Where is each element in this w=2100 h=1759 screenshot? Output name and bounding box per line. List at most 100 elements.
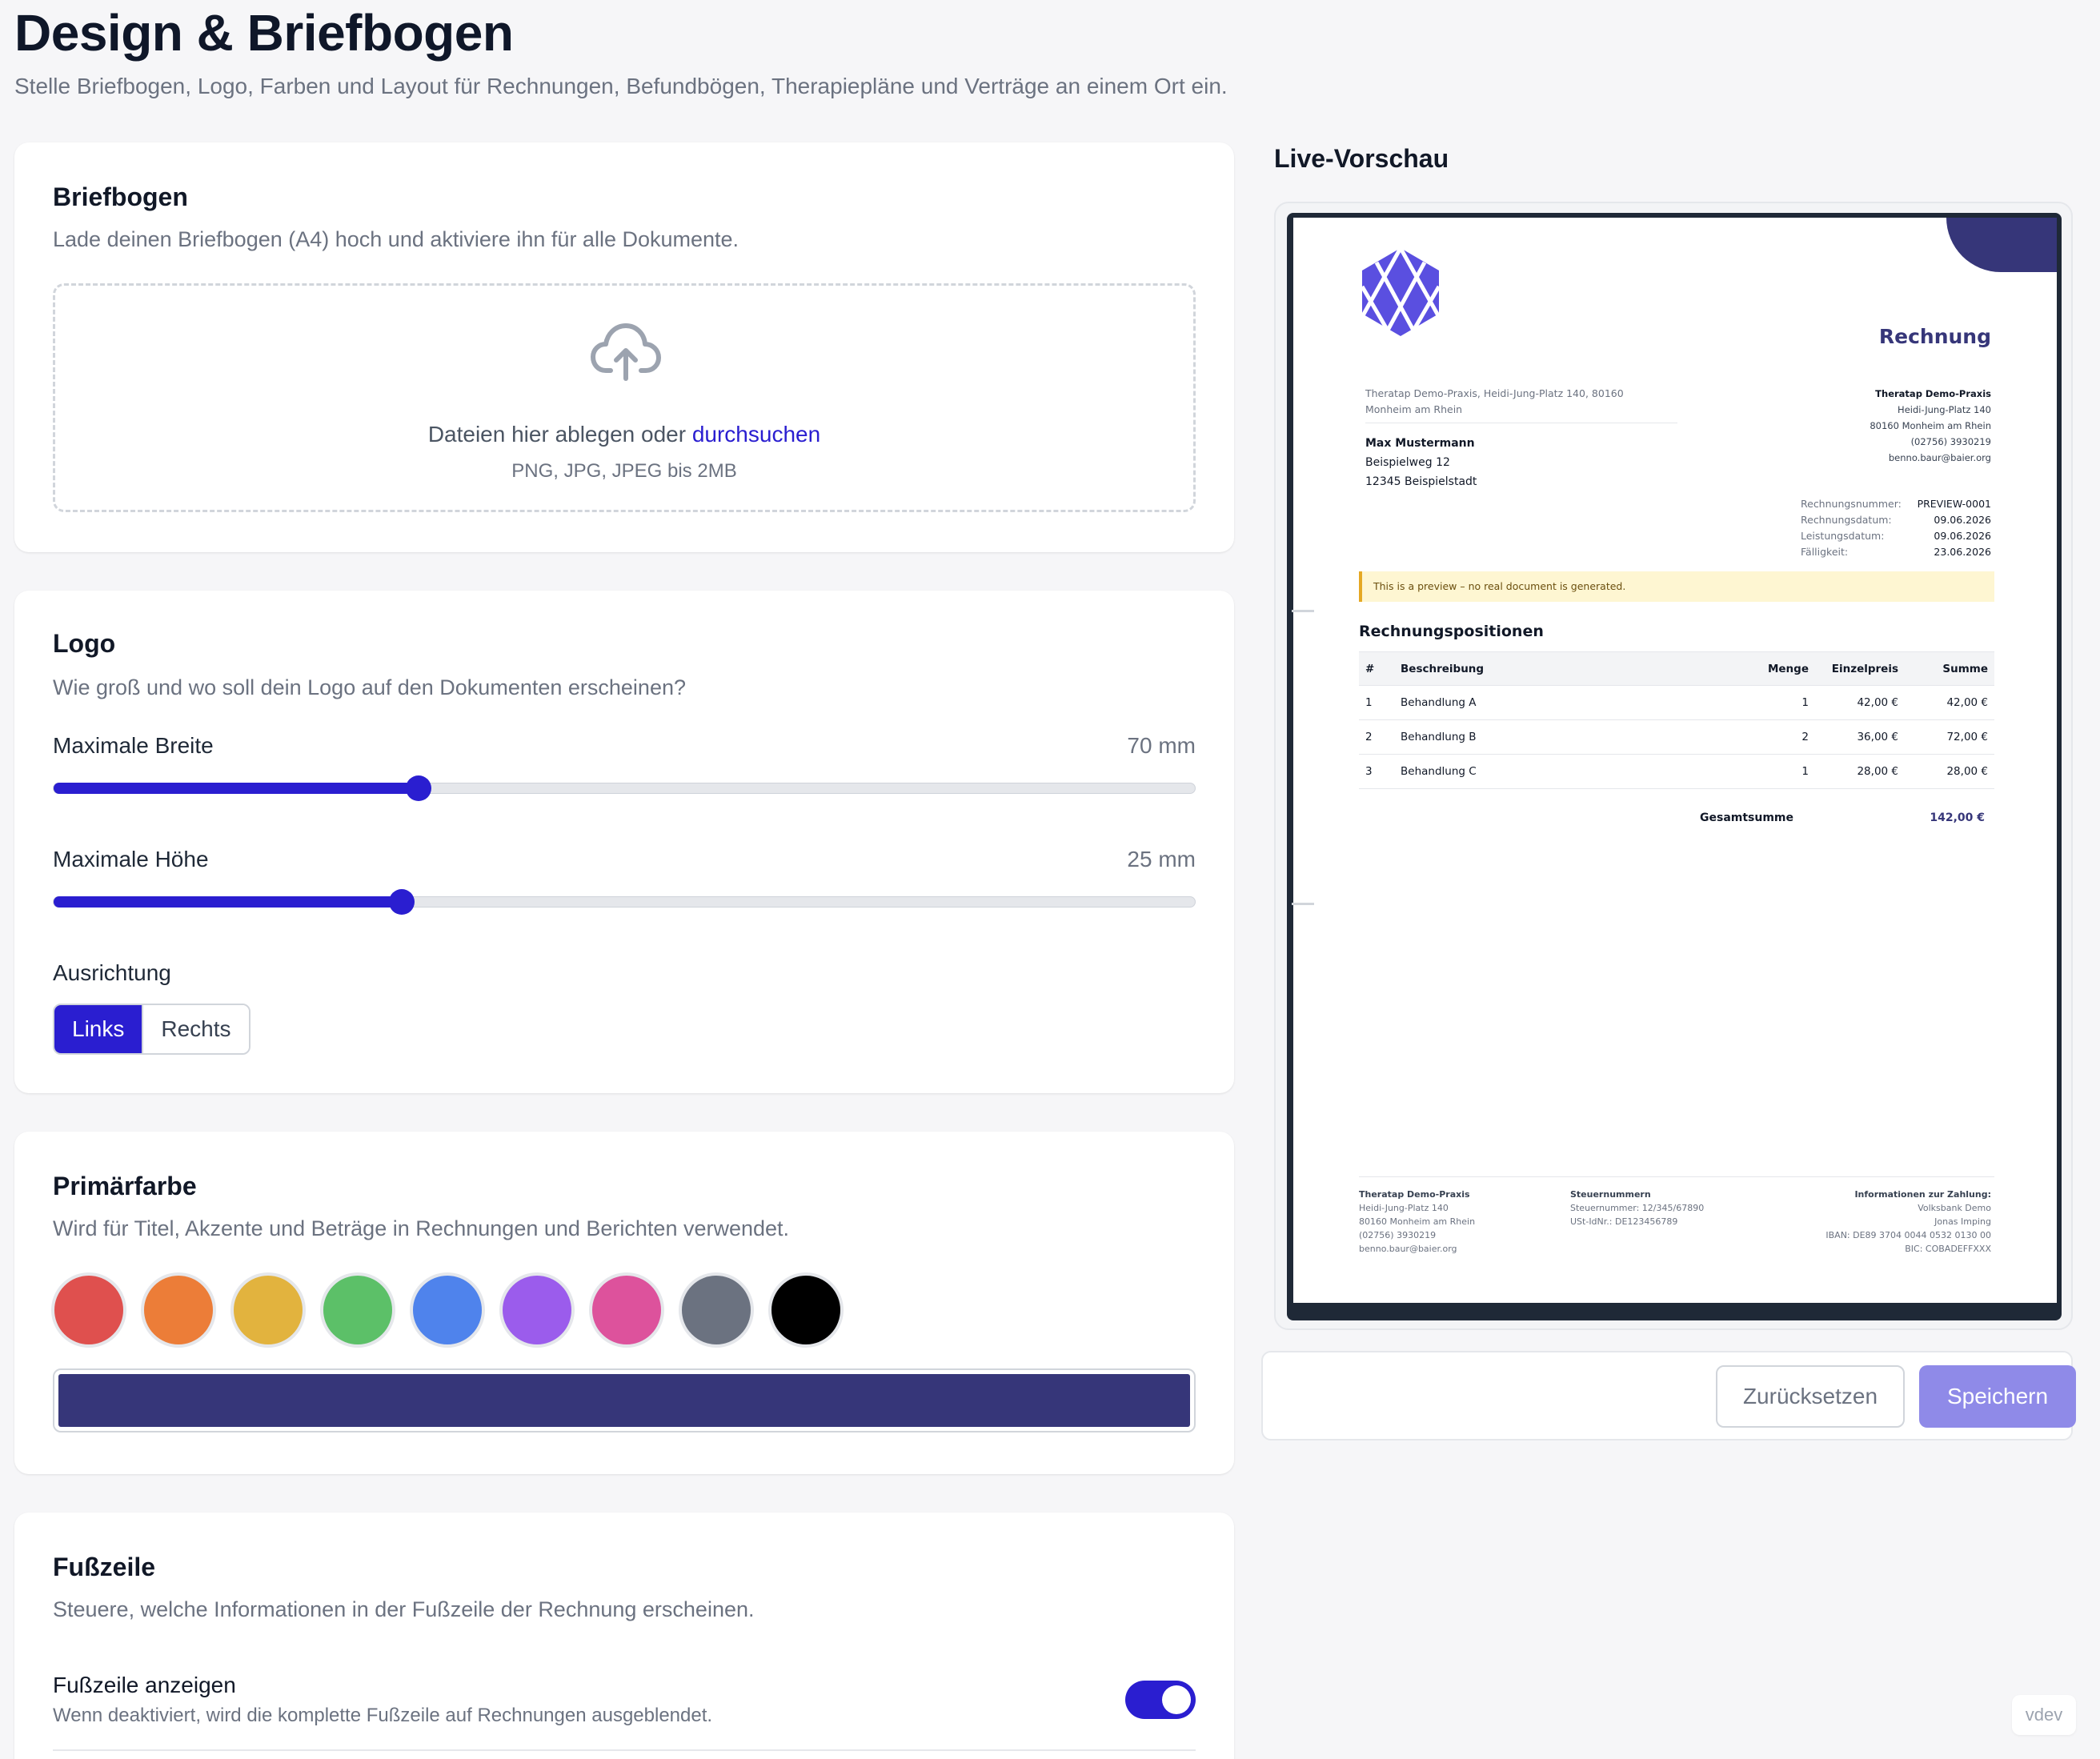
sender-line-2: Monheim am Rhein <box>1365 403 1463 415</box>
invoice-meta: Rechnungsnummer: PREVIEW-0001 Rechnungsda… <box>1801 496 1991 560</box>
footer-title: Fußzeile <box>53 1553 156 1581</box>
total-label: Gesamtsumme <box>1700 811 1794 824</box>
primary-color-description: Wird für Titel, Akzente und Beträge in R… <box>53 1216 790 1240</box>
color-swatch[interactable] <box>410 1272 485 1348</box>
footer-line: Jonas Imping <box>1934 1216 1991 1227</box>
alignment-label: Ausrichtung <box>53 960 171 985</box>
footer-heading: Theratap Demo-Praxis <box>1359 1189 1470 1200</box>
save-button[interactable]: Speichern <box>1919 1365 2076 1428</box>
dropzone-hint: PNG, JPG, JPEG bis 2MB <box>511 460 737 482</box>
table-cell: Behandlung C <box>1394 754 1751 789</box>
footer-line: Heidi-Jung-Platz 140 <box>1359 1203 1449 1213</box>
file-dropzone[interactable]: Dateien hier ablegen oder durchsuchen PN… <box>53 283 1196 512</box>
color-swatch[interactable] <box>141 1272 216 1348</box>
table-cell: 42,00 € <box>1905 685 1994 720</box>
footer-toggle-label: Fußzeile anzeigen <box>53 1673 236 1697</box>
table-row: 3 Behandlung C 1 28,00 € 28,00 € <box>1359 754 1994 789</box>
max-height-slider[interactable] <box>53 889 1196 915</box>
col-header: Summe <box>1905 651 1994 686</box>
color-picker-input[interactable] <box>53 1368 1196 1432</box>
meta-value: PREVIEW-0001 <box>1917 498 1991 510</box>
slider-thumb[interactable] <box>406 775 432 801</box>
table-cell: 1 <box>1751 754 1815 789</box>
logo-title: Logo <box>53 629 116 658</box>
preview-notice: This is a preview – no real document is … <box>1359 571 1994 602</box>
max-width-label: Maximale Breite <box>53 733 214 758</box>
primary-color-title: Primärfarbe <box>53 1172 197 1200</box>
reset-button[interactable]: Zurücksetzen <box>1716 1365 1905 1428</box>
meta-row: Fälligkeit: 23.06.2026 <box>1801 544 1991 560</box>
table-cell: 28,00 € <box>1905 754 1994 789</box>
col-header: Einzelpreis <box>1815 651 1905 686</box>
sender-line-1: Theratap Demo-Praxis, Heidi-Jung-Platz 1… <box>1365 387 1624 399</box>
align-left-button[interactable]: Links <box>54 1005 142 1053</box>
table-cell: Behandlung B <box>1394 719 1751 755</box>
briefbogen-description: Lade deinen Briefbogen (A4) hoch und akt… <box>53 227 739 251</box>
footer-toggle-description: Wenn deaktiviert, wird die komplette Fuß… <box>53 1705 713 1726</box>
divider <box>53 1749 1196 1751</box>
doc-footer-payment: Informationen zur Zahlung: Volksbank Dem… <box>1825 1188 1991 1256</box>
preview-title: Live-Vorschau <box>1274 144 1449 173</box>
document-frame: Rechnung Theratap Demo-Praxis, Heidi-Jun… <box>1287 213 2062 1320</box>
table-row: 1 Behandlung A 1 42,00 € 42,00 € <box>1359 685 1994 720</box>
browse-link[interactable]: durchsuchen <box>691 422 821 447</box>
footer-line: Steuernummer: 12/345/67890 <box>1570 1203 1705 1213</box>
action-bar: Zurücksetzen Speichern <box>1261 1351 2076 1440</box>
preview-frame: Rechnung Theratap Demo-Praxis, Heidi-Jun… <box>1274 202 2073 1330</box>
company-phone: (02756) 3930219 <box>1910 436 1991 447</box>
positions-title: Rechnungspositionen <box>1359 623 1544 640</box>
doc-footer-divider <box>1359 1176 1994 1177</box>
meta-row: Rechnungsdatum: 09.06.2026 <box>1801 512 1991 528</box>
color-swatch[interactable] <box>320 1272 395 1348</box>
briefbogen-title: Briefbogen <box>53 182 188 211</box>
doc-footer-practice: Theratap Demo-Praxis Heidi-Jung-Platz 14… <box>1359 1188 1475 1256</box>
table-cell: 28,00 € <box>1815 754 1905 789</box>
footer-line: benno.baur@baier.org <box>1359 1244 1457 1254</box>
meta-key: Leistungsdatum: <box>1801 530 1885 542</box>
practice-logo <box>1360 246 1441 338</box>
doc-footer-tax: Steuernummern Steuernummer: 12/345/67890… <box>1570 1188 1704 1228</box>
align-right-button[interactable]: Rechts <box>142 1005 249 1053</box>
meta-row: Leistungsdatum: 09.06.2026 <box>1801 528 1991 544</box>
table-cell: 2 <box>1751 719 1815 755</box>
recipient-street: Beispielweg 12 <box>1365 456 1450 469</box>
color-swatch[interactable] <box>589 1272 664 1348</box>
col-header: Beschreibung <box>1394 651 1751 686</box>
document-type: Rechnung <box>1878 325 1991 348</box>
footer-line: USt-IdNr.: DE123456789 <box>1570 1216 1678 1227</box>
positions-table: # Beschreibung Menge Einzelpreis Summe 1… <box>1359 651 1994 789</box>
meta-key: Rechnungsnummer: <box>1801 498 1902 510</box>
col-header: Menge <box>1751 651 1815 686</box>
col-header: # <box>1359 651 1394 686</box>
corner-accent <box>1946 218 2057 272</box>
environment-badge: vdev <box>2012 1695 2076 1735</box>
footer-toggle[interactable] <box>1125 1681 1196 1719</box>
footer-line: BIC: COBADEFFXXX <box>1905 1244 1991 1254</box>
meta-value: 09.06.2026 <box>1934 514 1991 526</box>
company-city: 80160 Monheim am Rhein <box>1870 420 1991 431</box>
table-cell: 1 <box>1751 685 1815 720</box>
color-swatch[interactable] <box>679 1272 754 1348</box>
footer-line: IBAN: DE89 3704 0044 0532 0130 00 <box>1825 1230 1991 1240</box>
fold-mark <box>1292 610 1314 612</box>
color-swatch[interactable] <box>768 1272 844 1348</box>
total-value: 142,00 € <box>1930 811 1985 824</box>
footer-heading: Informationen zur Zahlung: <box>1854 1189 1991 1200</box>
color-swatch[interactable] <box>499 1272 575 1348</box>
max-height-label: Maximale Höhe <box>53 847 209 871</box>
table-cell: 2 <box>1359 719 1394 755</box>
color-swatch[interactable] <box>51 1272 126 1348</box>
primary-color-card: Primärfarbe Wird für Titel, Akzente und … <box>14 1132 1234 1474</box>
invoice-document: Rechnung Theratap Demo-Praxis, Heidi-Jun… <box>1293 218 2057 1303</box>
max-width-slider[interactable] <box>53 775 1196 801</box>
slider-fill <box>54 896 402 908</box>
max-height-value: 25 mm <box>1127 847 1196 871</box>
slider-thumb[interactable] <box>388 889 415 915</box>
table-header-row: # Beschreibung Menge Einzelpreis Summe <box>1359 651 1994 686</box>
dropzone-label: Dateien hier ablegen oder <box>427 422 692 447</box>
footer-line: Volksbank Demo <box>1918 1203 1991 1213</box>
fold-mark <box>1292 903 1314 905</box>
table-cell: 3 <box>1359 754 1394 789</box>
logo-description: Wie groß und wo soll dein Logo auf den D… <box>53 675 686 699</box>
color-swatch[interactable] <box>230 1272 306 1348</box>
